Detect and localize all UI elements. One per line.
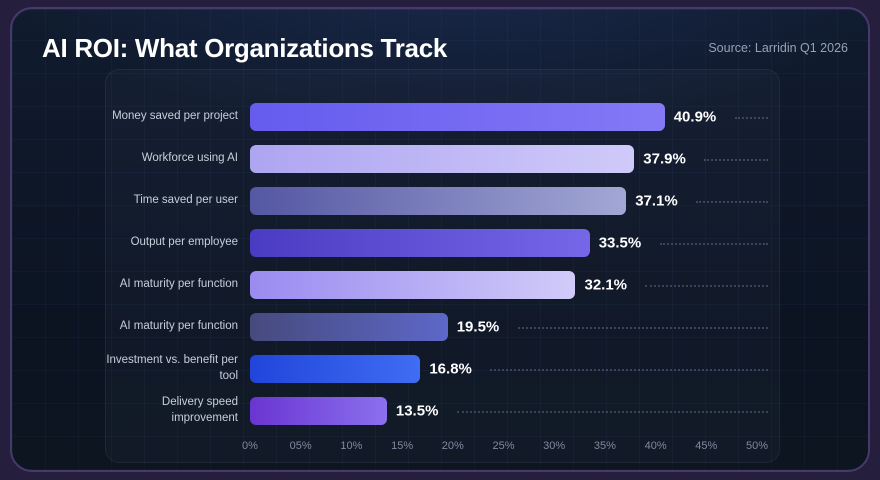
value-label: 37.1% [635, 192, 678, 210]
category-label: Delivery speed improvement [161, 396, 238, 424]
bar-track: 19.5% [250, 313, 768, 341]
chart-rows: Money saved per project 40.9% Workforce us… [106, 70, 779, 432]
chart-card: AI ROI: What Organizations Track Source:… [10, 7, 870, 472]
bar-track: 16.8% [250, 355, 768, 383]
value-label: 19.5% [456, 318, 500, 336]
bar-row: Investment vs. benefit per tool 16.8% [106, 348, 768, 390]
x-axis: 0% 05% 10% 15% 20% 25% 30% 35% 40% 45% 50% [106, 440, 779, 454]
bar [250, 103, 665, 131]
leader-dotted-line [490, 369, 768, 371]
category-label: Money saved per project [112, 110, 238, 123]
x-tick-label: 0% [242, 440, 258, 452]
bar [250, 271, 576, 299]
bar-track: 32.1% [250, 271, 768, 299]
x-tick-label: 35% [593, 440, 616, 452]
page-title: AI ROI: What Organizations Track [42, 33, 448, 63]
x-tick-label: 05% [289, 440, 312, 452]
bar-track: 13.5% [250, 397, 768, 425]
bar [250, 229, 590, 257]
leader-dotted-line [704, 159, 768, 161]
x-tick-label: 40% [644, 440, 667, 452]
value-label: 37.9% [643, 150, 686, 168]
value-label: 32.1% [584, 276, 628, 294]
leader-dotted-line [517, 327, 768, 329]
category-label: Output per employee [130, 236, 238, 249]
value-label: 33.5% [598, 234, 642, 252]
bar [250, 145, 635, 173]
value-label: 13.5% [395, 402, 439, 420]
value-label: 40.9% [673, 108, 717, 126]
x-tick-label: 20% [441, 440, 464, 452]
bar [250, 397, 387, 425]
x-tick-label: 25% [492, 440, 515, 452]
leader-dotted-line [456, 411, 768, 413]
leader-dotted-line [659, 243, 768, 245]
source-attribution: Source: Larridin Q1 2026 [708, 41, 848, 55]
bar-track: 33.5% [250, 229, 768, 257]
bar-row: Delivery speed improvement 13.5% [106, 390, 768, 432]
x-tick-label: 15% [391, 440, 414, 452]
bar [250, 187, 627, 215]
x-axis-ticks: 0% 05% 10% 15% 20% 25% 30% 35% 40% 45% 50% [242, 440, 768, 454]
bar-row: Output per employee 33.5% [106, 222, 768, 264]
bar [250, 355, 421, 383]
x-tick-label: 50% [745, 440, 769, 452]
bar-track: 37.9% [250, 145, 768, 173]
leader-dotted-line [734, 117, 768, 119]
bar-track: 40.9% [250, 103, 768, 131]
category-label: AI maturity per function [119, 320, 238, 333]
x-tick-label: 30% [543, 440, 566, 452]
value-label: 16.8% [429, 360, 472, 378]
category-label: AI maturity per function [119, 278, 238, 291]
x-axis-spacer [106, 440, 238, 454]
category-label: Workforce using AI [141, 152, 238, 165]
leader-dotted-line [696, 201, 768, 203]
x-tick-label: 45% [695, 440, 718, 452]
x-tick-label: 10% [340, 440, 363, 452]
bar-track: 37.1% [250, 187, 768, 215]
bar-row: Workforce using AI 37.9% [106, 138, 768, 180]
bar-row: Time saved per user 37.1% [106, 180, 768, 222]
bar-row: Money saved per project 40.9% [106, 96, 768, 138]
category-label: Investment vs. benefit per tool [106, 354, 238, 382]
bar [250, 313, 448, 341]
category-label: Time saved per user [133, 194, 238, 207]
leader-dotted-line [645, 285, 768, 287]
chart-panel: Money saved per project 40.9% Workforce us… [105, 69, 780, 463]
bar-row: AI maturity per function 32.1% [106, 264, 768, 306]
bar-row: AI maturity per function 19.5% [106, 306, 768, 348]
